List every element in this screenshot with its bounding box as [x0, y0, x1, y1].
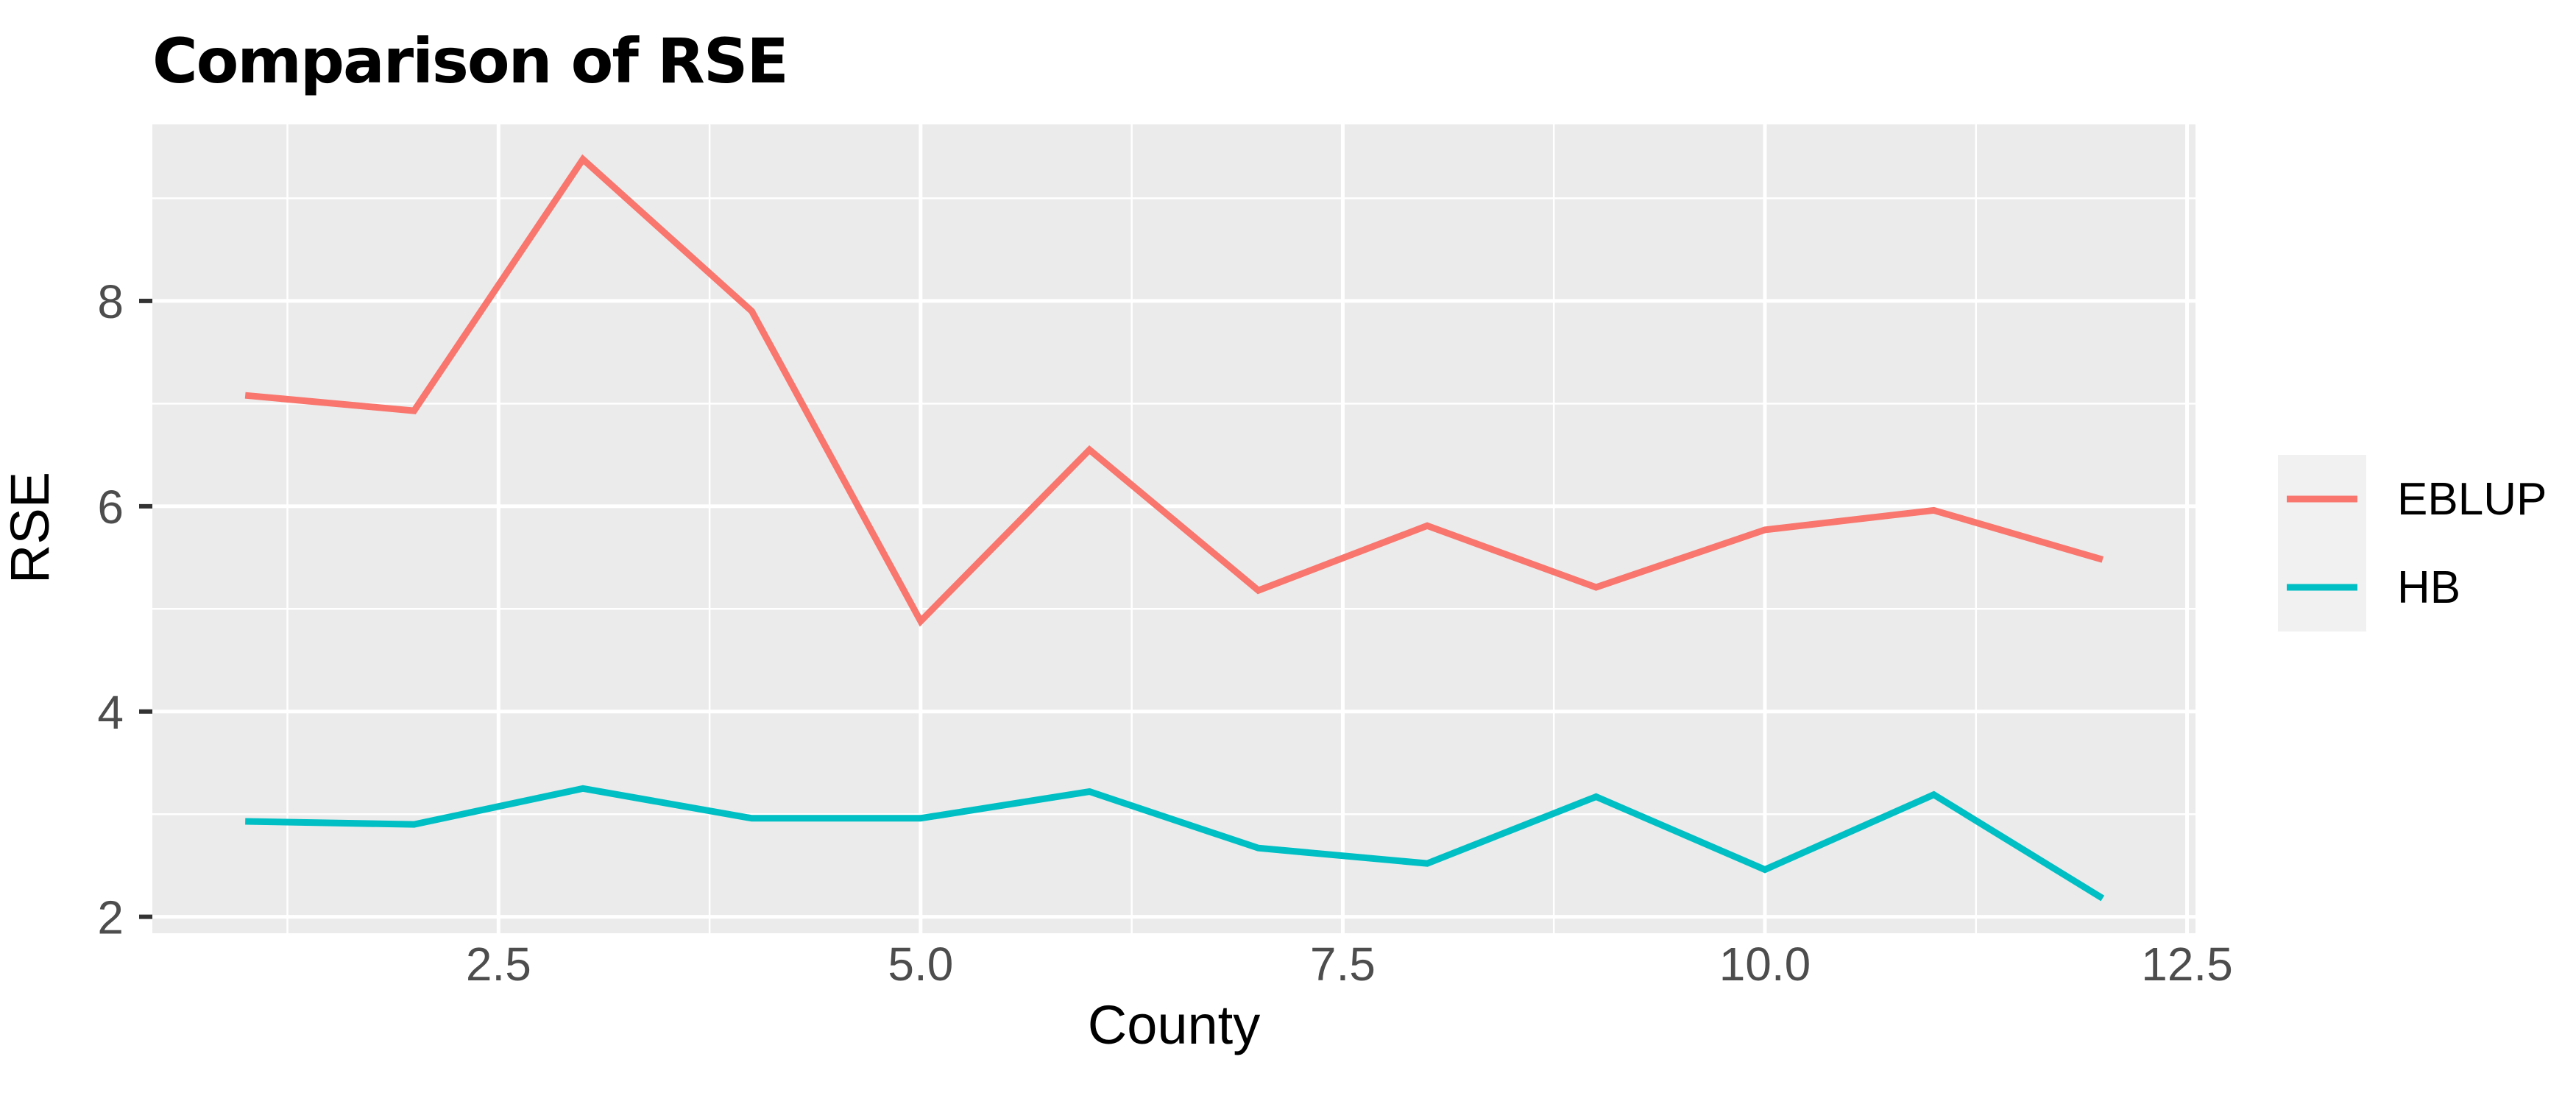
legend-label-eblup: EBLUP [2397, 473, 2547, 525]
y-tick-label: 4 [97, 686, 124, 739]
legend-item-hb: HB [2278, 543, 2547, 631]
y-tick-label: 6 [97, 481, 124, 534]
series-line-hb [245, 785, 2105, 902]
x-tick-label: 7.5 [1310, 938, 1376, 991]
legend-key-box [2278, 455, 2366, 543]
legend-label-hb: HB [2397, 562, 2461, 613]
chart-title: Comparison of RSE [152, 25, 789, 97]
x-tick-label: 2.5 [466, 938, 531, 991]
series-line-eblup [244, 154, 2104, 627]
x-tick-label: 5.0 [888, 938, 953, 991]
legend: EBLUP HB [2278, 455, 2547, 631]
y-tick-label: 2 [97, 891, 124, 944]
legend-item-eblup: EBLUP [2278, 455, 2547, 543]
y-tick-label: 8 [97, 275, 124, 328]
panel-background [152, 124, 2195, 933]
x-tick-label: 12.5 [2141, 938, 2233, 991]
hb-line-swatch-icon [2287, 584, 2357, 591]
x-tick-label: 10.0 [1719, 938, 1811, 991]
eblup-line-swatch-icon [2287, 495, 2357, 503]
y-axis-title: RSE [0, 471, 60, 584]
legend-key-box [2278, 543, 2366, 631]
x-axis-title: County [1087, 994, 1261, 1055]
